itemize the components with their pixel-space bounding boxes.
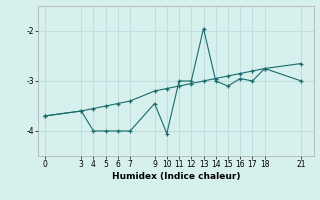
X-axis label: Humidex (Indice chaleur): Humidex (Indice chaleur) [112, 172, 240, 181]
